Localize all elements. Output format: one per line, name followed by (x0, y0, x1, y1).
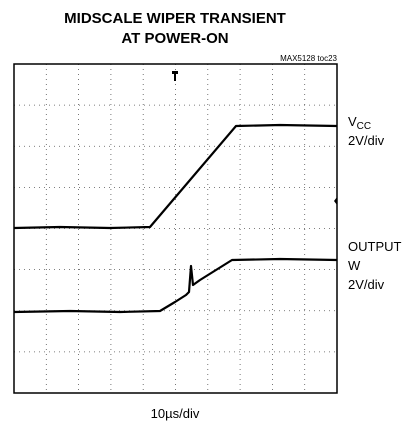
title-line: AT POWER-ON (121, 30, 228, 47)
figure-note: MAX5128 toc23 (280, 54, 337, 63)
output-label: OUTPUT (348, 239, 402, 254)
level-marker (334, 197, 337, 205)
vcc-label: VCC (348, 114, 371, 132)
output-trace (13, 257, 338, 314)
title-line: MIDSCALE WIPER TRANSIENT (64, 10, 286, 27)
vcc-label-main: V (348, 114, 357, 129)
vcc-label-sub: CC (357, 121, 371, 132)
scope-frame (13, 63, 338, 394)
time-scale: 10µs/div (151, 406, 200, 421)
vcc-scale: 2V/div (348, 133, 385, 148)
output-scale: 2V/div (348, 277, 385, 292)
output-label: W (348, 258, 361, 273)
scope-grid (14, 64, 337, 393)
vcc-trace (13, 123, 338, 230)
trigger-marker (172, 71, 178, 81)
